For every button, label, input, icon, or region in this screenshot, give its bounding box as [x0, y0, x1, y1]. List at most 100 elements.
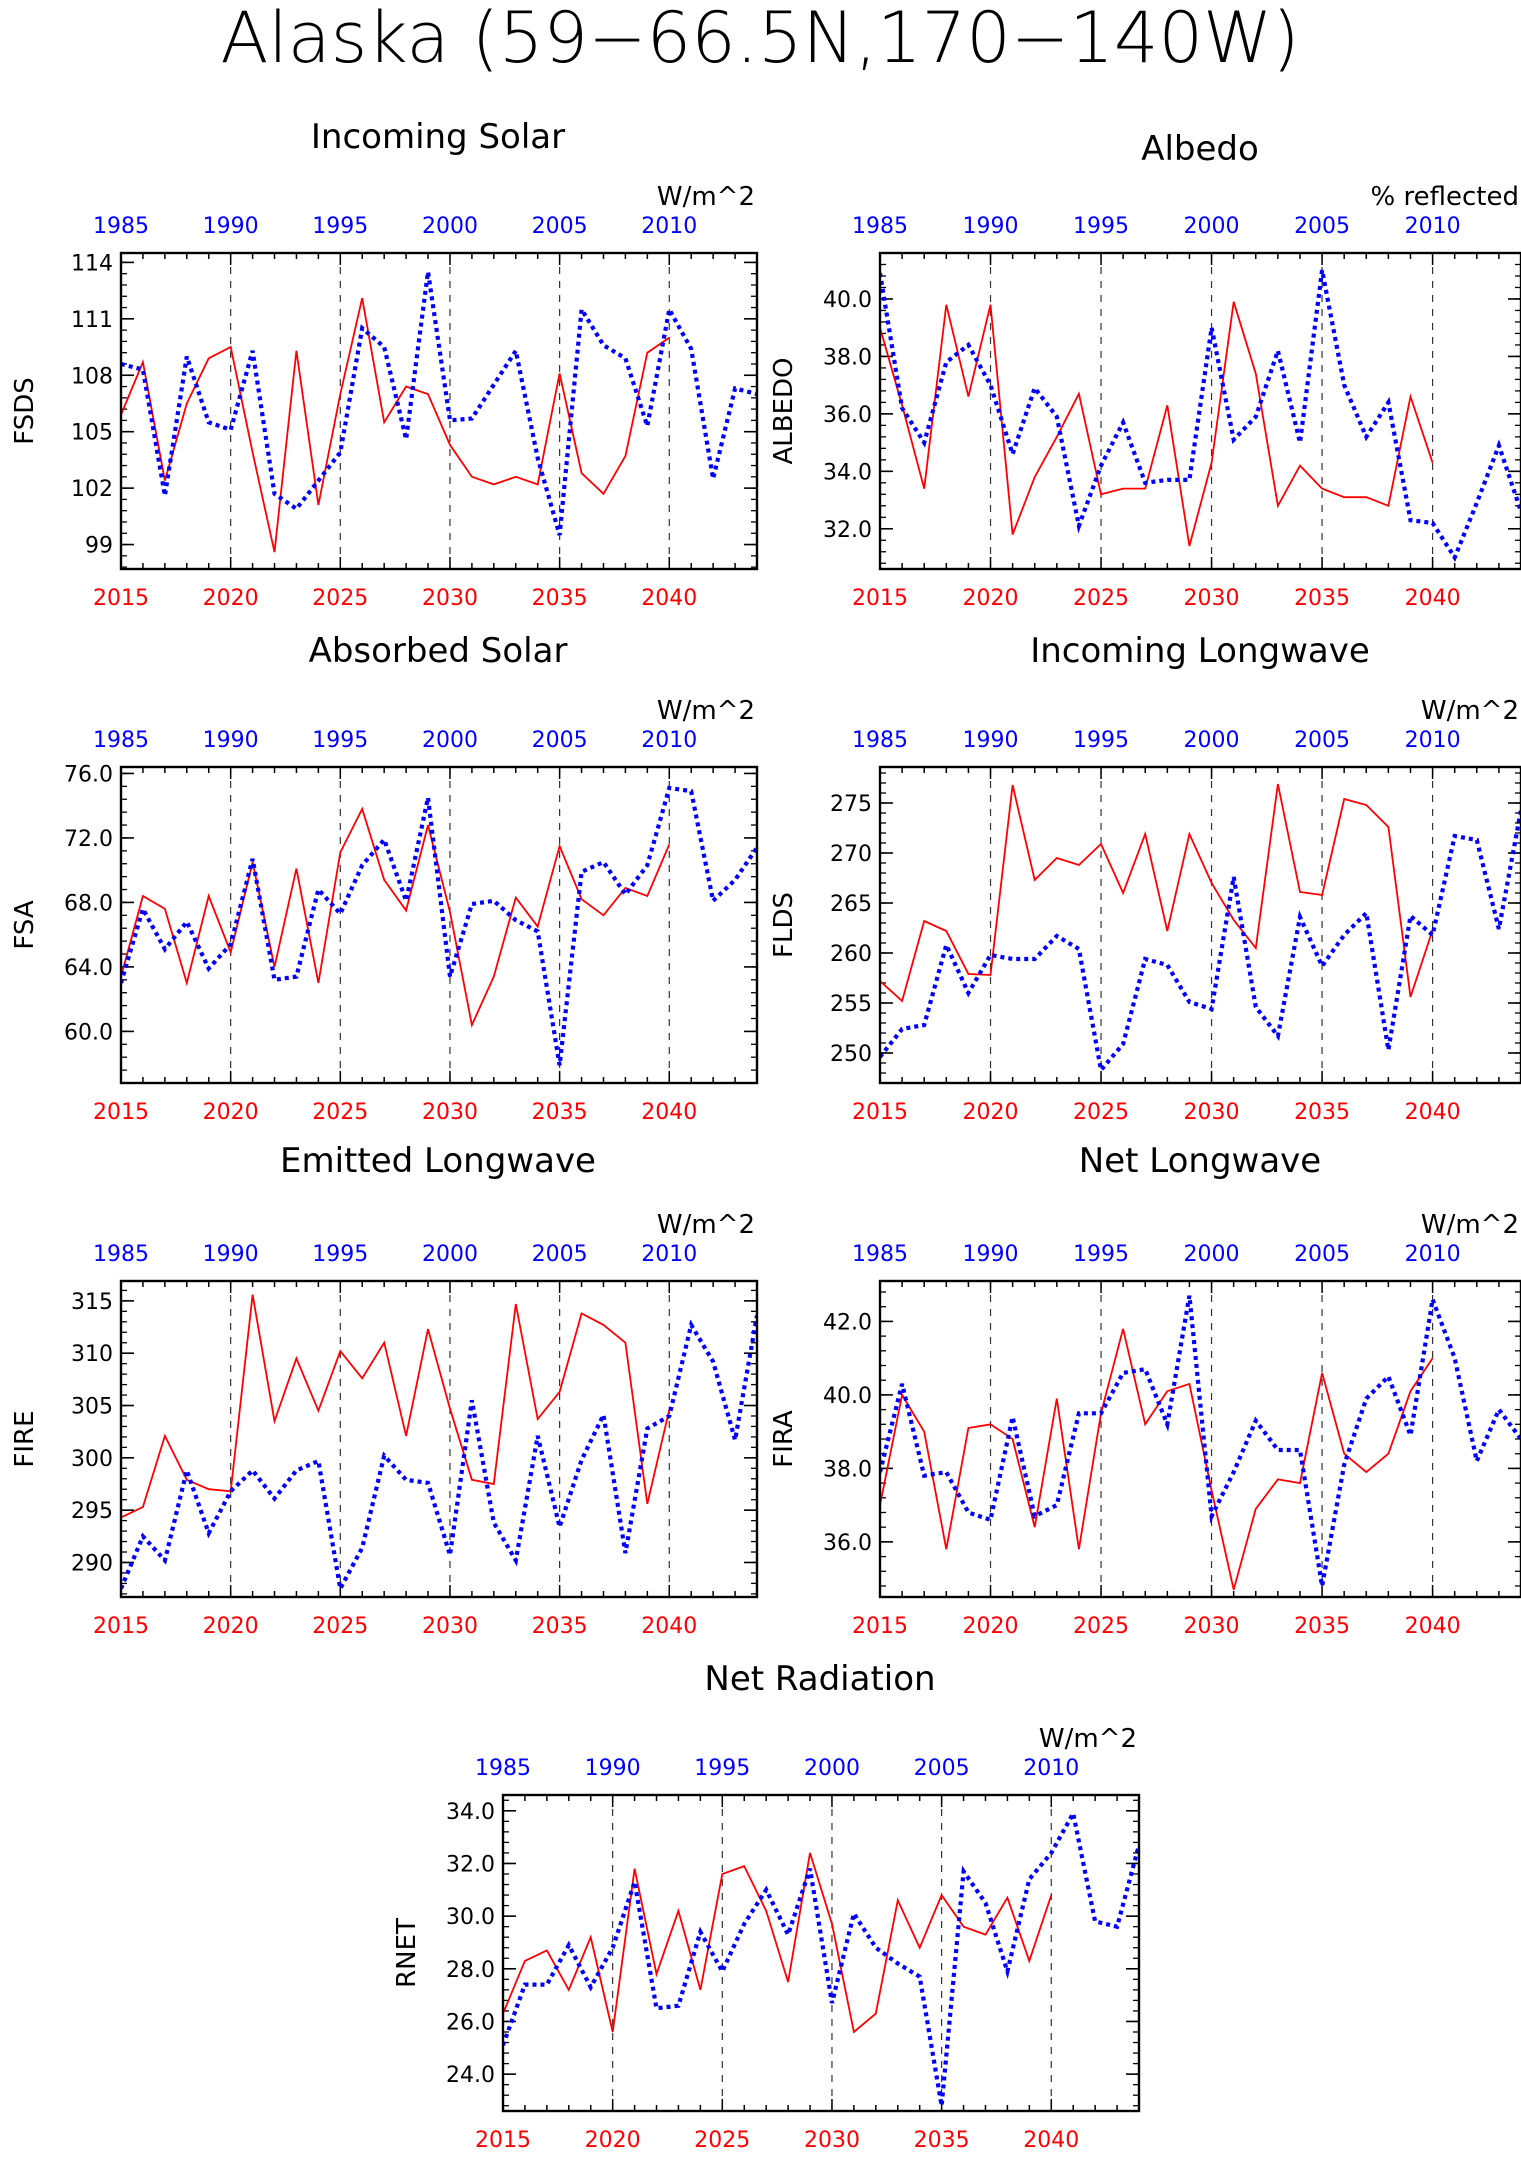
top-x-tick-label: 2000 — [1184, 1242, 1240, 1267]
x-tick-label: 2035 — [532, 1100, 588, 1125]
top-x-tick-label: 1985 — [475, 1756, 531, 1781]
top-x-tick-label: 2010 — [1405, 214, 1461, 239]
y-axis-label: FSA — [10, 900, 40, 949]
y-tick-label: 36.0 — [823, 403, 872, 428]
page-title: Alaska (59−66.5N,170−140W) — [220, 0, 1299, 79]
x-tick-label: 2020 — [963, 1100, 1019, 1125]
x-tick-label: 2025 — [312, 586, 368, 611]
top-x-tick-label: 1985 — [852, 1242, 908, 1267]
top-x-tick-label: 2010 — [641, 1242, 697, 1267]
x-tick-label: 2025 — [1073, 1614, 1129, 1639]
chart-title: Emitted Longwave — [280, 1141, 596, 1181]
x-tick-label: 2020 — [963, 586, 1019, 611]
plot-frame — [501, 1793, 1141, 2113]
x-tick-label: 2025 — [1073, 1100, 1129, 1125]
series-line-blue — [121, 1315, 757, 1595]
top-x-tick-label: 1995 — [312, 728, 368, 753]
units-label: W/m^2 — [1039, 1724, 1137, 1754]
top-x-tick-label: 1995 — [1073, 1242, 1129, 1267]
x-tick-label: 2025 — [694, 2128, 750, 2153]
series-line-red — [121, 806, 671, 1028]
y-tick-label: 40.0 — [823, 288, 872, 313]
top-x-tick-label: 2005 — [914, 1756, 970, 1781]
series-line-blue — [880, 809, 1521, 1075]
y-tick-label: 250 — [830, 1042, 872, 1067]
top-x-tick-label: 2000 — [422, 1242, 478, 1267]
x-tick-label: 2030 — [422, 586, 478, 611]
y-tick-label: 305 — [71, 1395, 113, 1420]
chart-title: Incoming Longwave — [1030, 631, 1370, 671]
y-tick-label: 68.0 — [64, 891, 113, 916]
top-x-tick-label: 1985 — [852, 214, 908, 239]
top-x-tick-label: 2010 — [641, 728, 697, 753]
series-line-blue — [880, 269, 1521, 563]
panels: Incoming Solar W/m^2 99 102 105 108 111 114 FSDS… — [10, 117, 1521, 2153]
x-tick-label: 2035 — [532, 1614, 588, 1639]
chart-panel: Net Longwave W/m^2 36.0 38.0 40.0 42.0 FIRA 201… — [769, 1141, 1521, 1639]
series-line-red — [121, 297, 670, 553]
chart-title: Net Longwave — [1079, 1141, 1321, 1181]
y-tick-label: 38.0 — [823, 345, 872, 370]
units-label: W/m^2 — [657, 696, 755, 726]
x-tick-label: 2030 — [422, 1100, 478, 1125]
plot-frame — [119, 251, 759, 571]
top-x-tick-label: 2005 — [532, 1242, 588, 1267]
top-x-tick-label: 2005 — [1294, 728, 1350, 753]
y-tick-label: 105 — [71, 421, 113, 446]
top-x-tick-label: 1995 — [312, 1242, 368, 1267]
y-tick-label: 310 — [71, 1342, 113, 1367]
top-x-tick-label: 1995 — [312, 214, 368, 239]
x-tick-label: 2025 — [1073, 586, 1129, 611]
top-x-tick-label: 2000 — [804, 1756, 860, 1781]
top-x-tick-label: 2005 — [532, 214, 588, 239]
top-x-tick-label: 2000 — [422, 728, 478, 753]
top-x-tick-label: 1990 — [963, 728, 1019, 753]
top-x-tick-label: 2000 — [1184, 214, 1240, 239]
x-tick-label: 2015 — [852, 1614, 908, 1639]
x-tick-label: 2040 — [641, 1100, 697, 1125]
top-x-tick-label: 2010 — [1405, 728, 1461, 753]
y-axis-label: ALBEDO — [769, 357, 799, 464]
x-tick-label: 2015 — [93, 1614, 149, 1639]
x-tick-label: 2040 — [1405, 1100, 1461, 1125]
y-tick-label: 111 — [71, 308, 113, 333]
series-line-blue — [880, 1291, 1521, 1587]
y-tick-label: 36.0 — [823, 1531, 872, 1556]
x-tick-label: 2015 — [93, 586, 149, 611]
units-label: W/m^2 — [657, 182, 755, 212]
top-x-tick-label: 1990 — [585, 1756, 641, 1781]
x-tick-label: 2040 — [641, 586, 697, 611]
y-tick-label: 34.0 — [446, 1800, 495, 1825]
x-tick-label: 2030 — [422, 1614, 478, 1639]
x-tick-label: 2035 — [1294, 1100, 1350, 1125]
y-tick-label: 38.0 — [823, 1457, 872, 1482]
y-tick-label: 40.0 — [823, 1384, 872, 1409]
x-tick-label: 2030 — [1184, 1100, 1240, 1125]
x-tick-label: 2025 — [312, 1100, 368, 1125]
x-tick-label: 2040 — [1405, 586, 1461, 611]
x-tick-label: 2020 — [203, 1100, 259, 1125]
x-tick-label: 2015 — [93, 1100, 149, 1125]
top-x-tick-label: 2005 — [532, 728, 588, 753]
plot-frame — [119, 1279, 759, 1599]
plot-frame — [878, 251, 1521, 571]
y-axis-label: FIRE — [10, 1410, 40, 1467]
x-tick-label: 2035 — [532, 586, 588, 611]
chart-panel: Net Radiation W/m^2 24.0 26.0 28.0 30.0 32.0 34… — [392, 1659, 1141, 2153]
chart-title: Incoming Solar — [311, 117, 565, 157]
y-tick-label: 275 — [830, 792, 872, 817]
x-tick-label: 2015 — [852, 586, 908, 611]
chart-panel: Incoming Longwave W/m^2 250 255 260 265 270 275… — [769, 631, 1521, 1125]
x-tick-label: 2030 — [1184, 1614, 1240, 1639]
top-x-tick-label: 1990 — [203, 1242, 259, 1267]
series-line-red — [503, 1852, 1053, 2034]
x-tick-label: 2030 — [804, 2128, 860, 2153]
y-tick-label: 265 — [830, 892, 872, 917]
top-x-tick-label: 1985 — [93, 1242, 149, 1267]
y-tick-label: 28.0 — [446, 1958, 495, 1983]
y-tick-label: 42.0 — [823, 1310, 872, 1335]
y-tick-label: 99 — [85, 534, 113, 559]
y-tick-label: 270 — [830, 842, 872, 867]
x-tick-label: 2035 — [914, 2128, 970, 2153]
top-x-tick-label: 1995 — [1073, 214, 1129, 239]
